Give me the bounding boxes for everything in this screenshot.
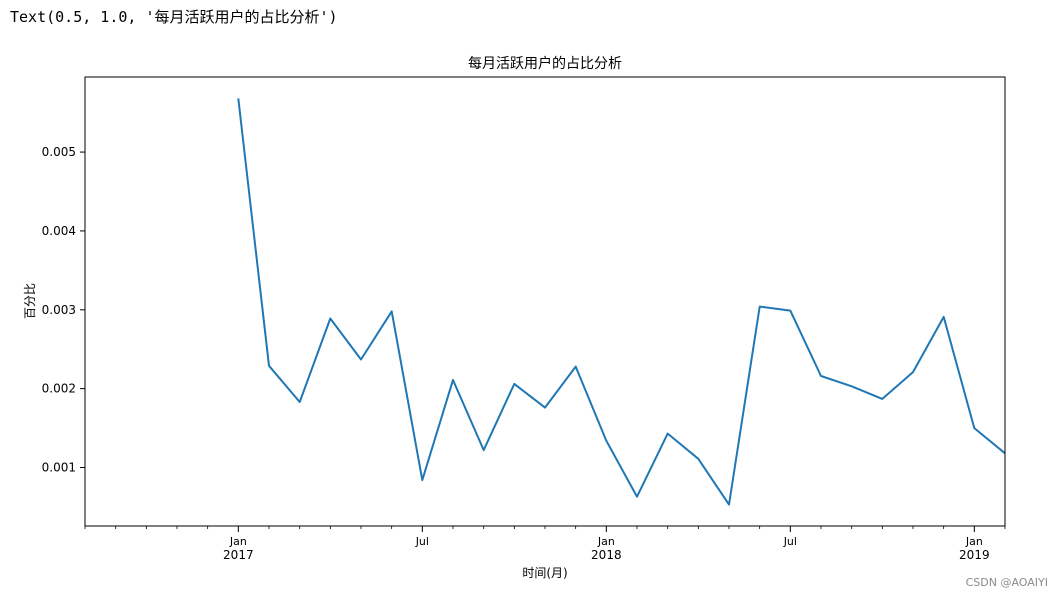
- x-tick-label: Jul: [415, 535, 429, 548]
- cell-output-text: Text(0.5, 1.0, '每月活跃用户的占比分析'): [10, 8, 338, 26]
- y-tick-label: 0.001: [42, 460, 76, 474]
- plot-frame: [84, 76, 1006, 527]
- x-tick-label: Jul: [783, 535, 797, 548]
- x-tick-year-label: 2017: [223, 548, 254, 562]
- x-tick-label: Jan: [229, 535, 247, 548]
- y-axis-label: 百分比: [23, 283, 37, 319]
- x-axis-label: 时间(月): [522, 566, 567, 580]
- y-tick-label: 0.002: [42, 382, 76, 396]
- y-tick-label: 0.004: [42, 224, 76, 238]
- series-line: [237, 98, 1006, 506]
- chart-title: 每月活跃用户的占比分析: [468, 55, 622, 72]
- x-tick-year-label: 2019: [959, 548, 990, 562]
- x-tick-year-label: 2018: [591, 548, 622, 562]
- watermark: CSDN @AOAIYI: [965, 576, 1048, 589]
- y-tick-label: 0.003: [42, 303, 76, 317]
- y-tick-label: 0.005: [42, 145, 76, 159]
- x-tick-label: Jan: [965, 535, 983, 548]
- x-tick-label: Jan: [597, 535, 615, 548]
